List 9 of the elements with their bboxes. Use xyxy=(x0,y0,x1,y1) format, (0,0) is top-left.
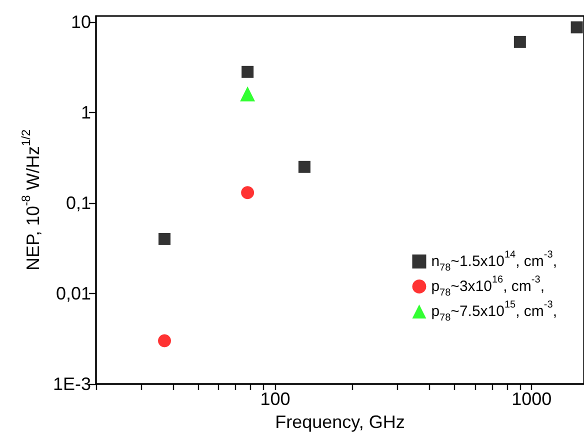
x-axis-title: Frequency, GHz xyxy=(275,412,405,432)
x-tick-label: 100 xyxy=(260,389,290,409)
x-tick-label: 1000 xyxy=(512,389,552,409)
y-tick-label: 0,01 xyxy=(56,283,91,304)
y-tick-label: 0,1 xyxy=(66,192,91,213)
y-tick-label: 10 xyxy=(70,12,91,32)
y-tick-label: 1E-3 xyxy=(52,374,91,394)
y-tick-label: 1 xyxy=(80,102,91,122)
y-axis-title: NEP, 10-8 W/Hz1/2 xyxy=(19,129,43,271)
